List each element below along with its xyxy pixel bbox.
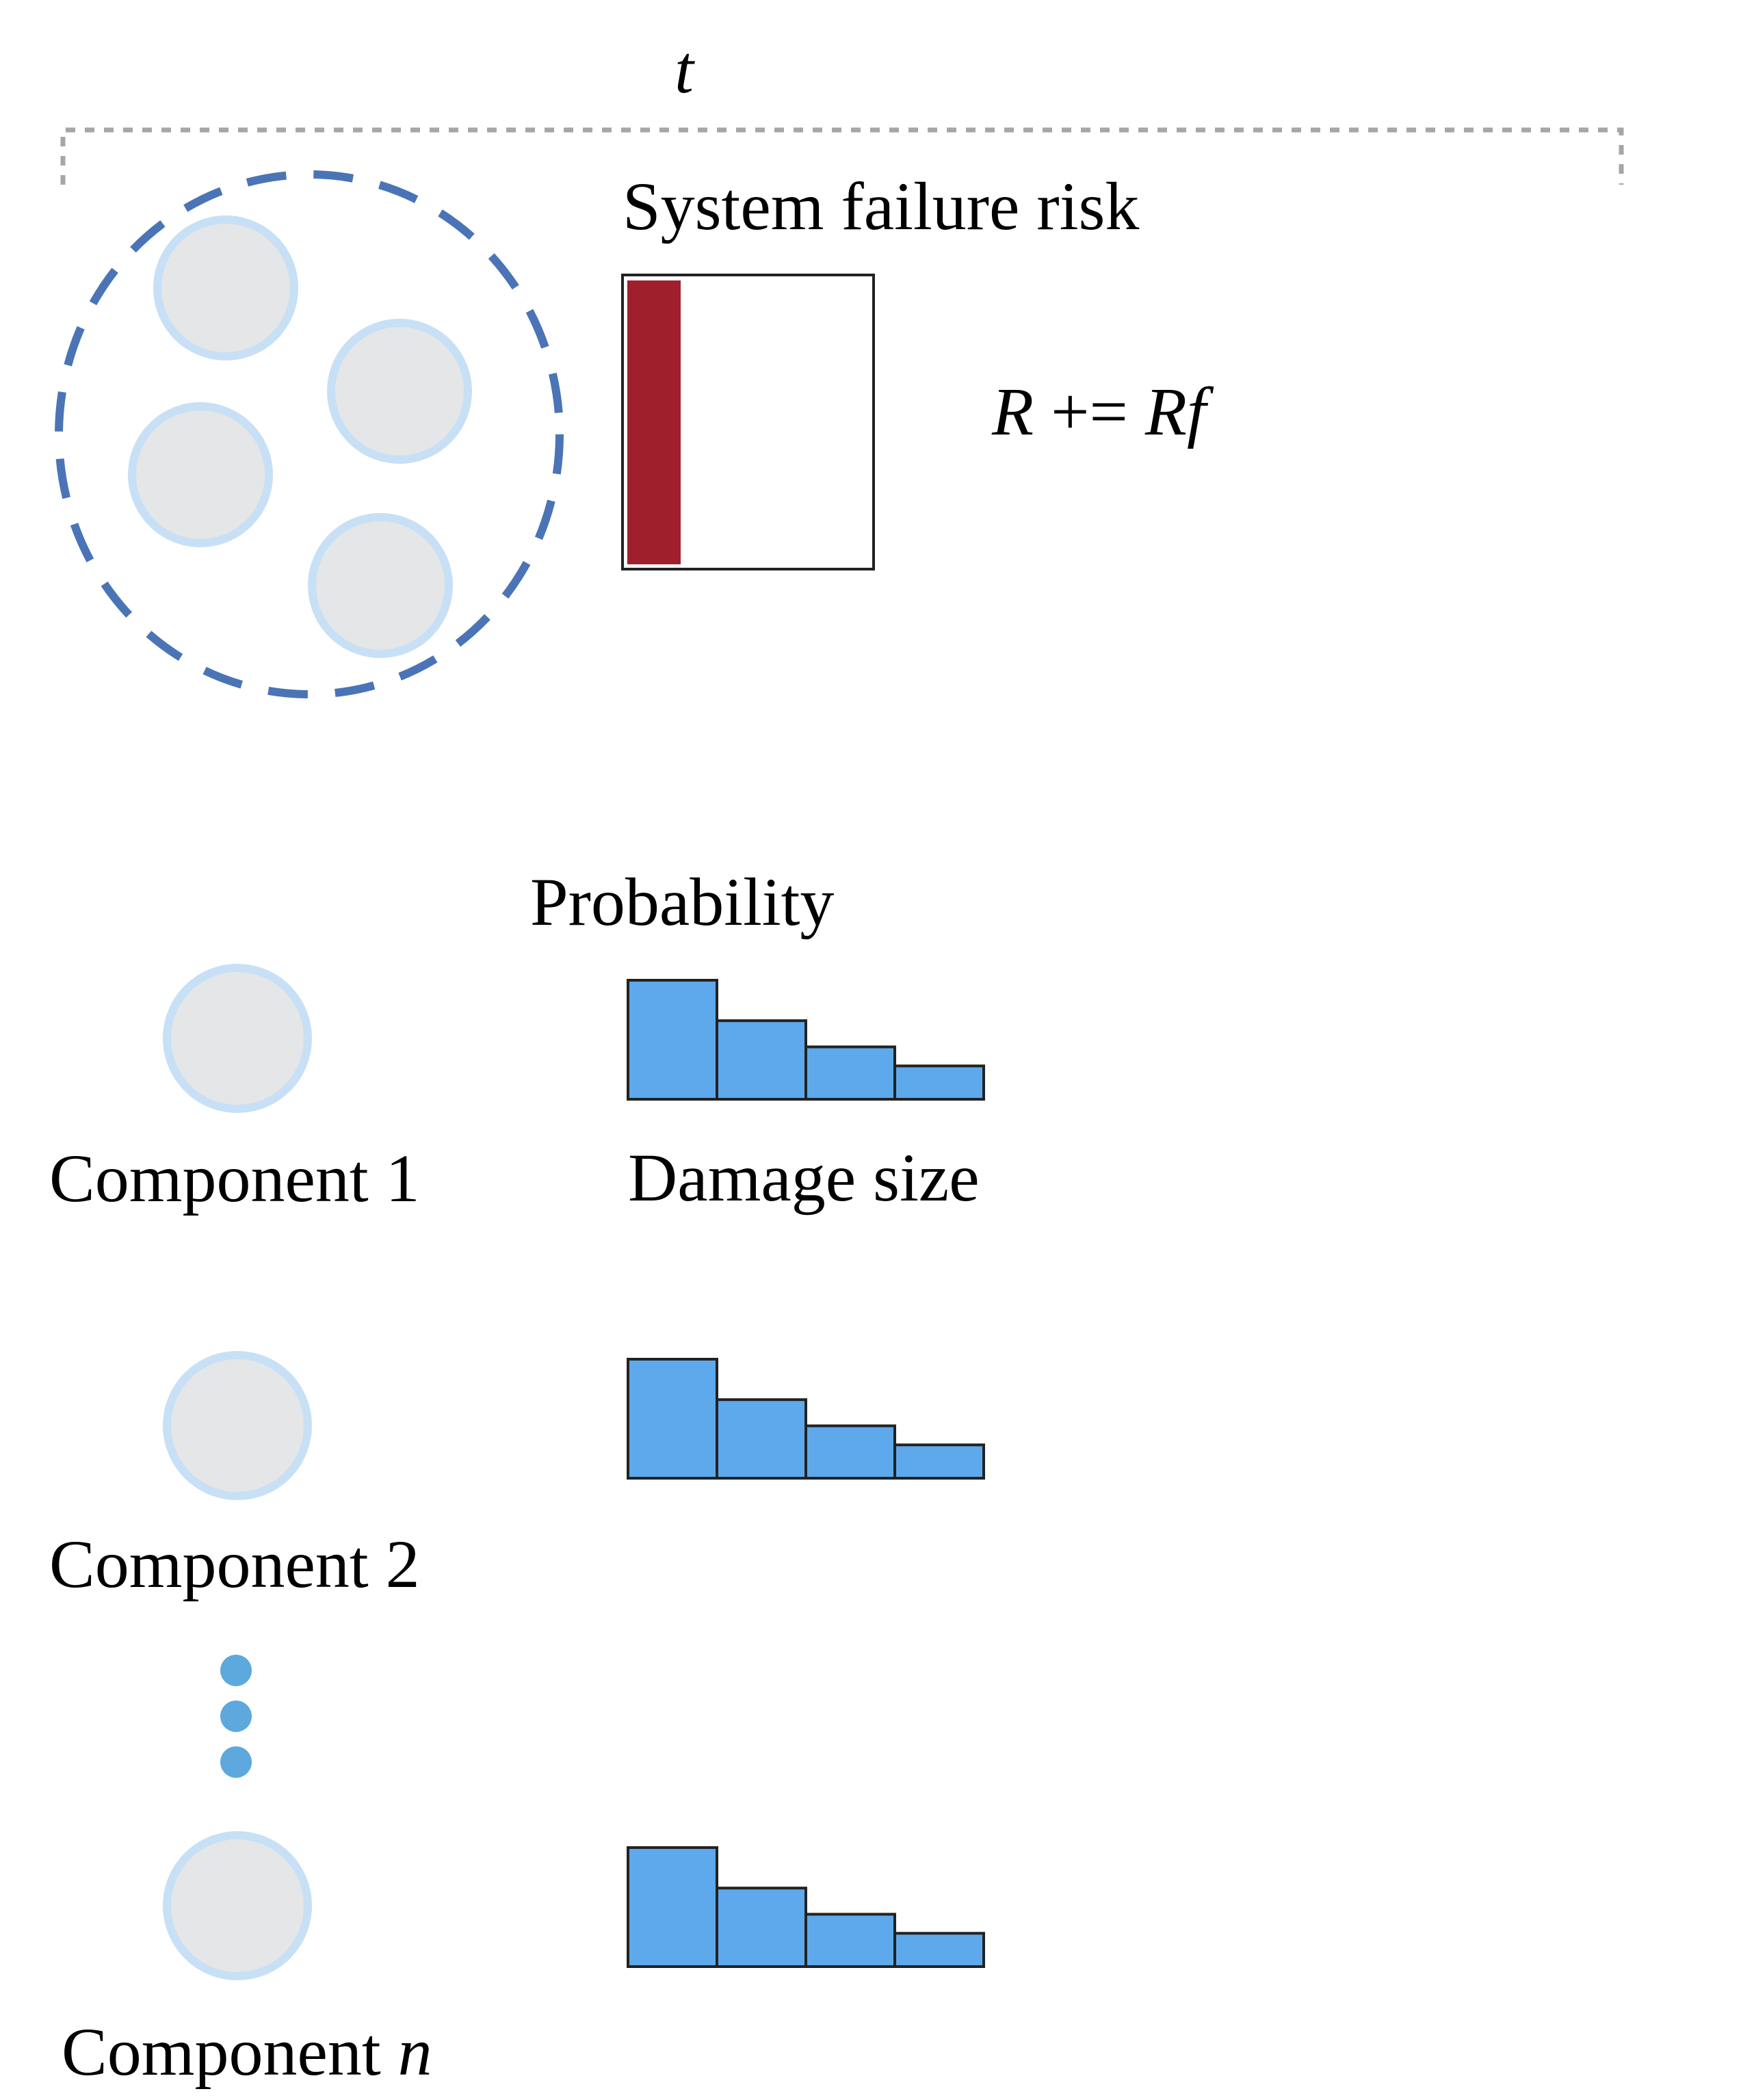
ellipsis-dot (220, 1746, 252, 1778)
formula-op: += (1034, 373, 1145, 449)
time-bracket (60, 127, 1624, 185)
component-2-histogram (627, 1358, 985, 1480)
component-1-circle (163, 964, 312, 1113)
component-2-label: Component 2 (49, 1526, 420, 1602)
system-dashed-boundary (55, 170, 564, 698)
component-2-circle (163, 1351, 312, 1500)
component-n-label-prefix: Component (62, 2014, 398, 2090)
system-group (55, 170, 564, 698)
component-n-label: Component n (62, 2014, 432, 2090)
component-2-histogram-bar-3 (804, 1424, 896, 1480)
ellipsis-dot (220, 1701, 252, 1732)
risk-bar (627, 280, 681, 564)
component-n-label-var: n (398, 2014, 432, 2090)
component-n-histogram-bar-3 (804, 1913, 896, 1968)
formula-rf: Rf (1144, 373, 1214, 449)
component-n-circle (163, 1831, 312, 1980)
system-component-circle (308, 513, 453, 658)
time-label: t (675, 31, 695, 107)
component-2-histogram-bar-1 (627, 1358, 718, 1480)
component-1-histogram-bar-2 (716, 1019, 807, 1101)
system-risk-title: System failure risk (623, 168, 1139, 244)
component-1-histogram (627, 979, 985, 1101)
ellipsis-dot (220, 1655, 252, 1686)
system-component-circle (327, 319, 472, 464)
component-1-histogram-bar-3 (804, 1045, 896, 1101)
histogram-xlabel: Damage size (628, 1140, 980, 1216)
component-n-histogram-bar-1 (627, 1846, 718, 1968)
component-n-histogram-bar-2 (716, 1887, 807, 1968)
component-2-histogram-bar-2 (716, 1398, 807, 1480)
component-n-histogram (627, 1846, 985, 1969)
formula-r: R (991, 373, 1034, 449)
component-n-histogram-bar-4 (893, 1932, 985, 1969)
histogram-ylabel: Probability (530, 864, 834, 940)
system-component-circle (153, 215, 298, 360)
component-2-histogram-bar-4 (893, 1443, 985, 1480)
component-1-histogram-bar-4 (893, 1064, 985, 1101)
system-component-circle (128, 402, 273, 547)
component-1-label: Component 1 (49, 1140, 420, 1216)
risk-formula: R += Rf (991, 373, 1214, 449)
component-1-histogram-bar-1 (627, 979, 718, 1101)
